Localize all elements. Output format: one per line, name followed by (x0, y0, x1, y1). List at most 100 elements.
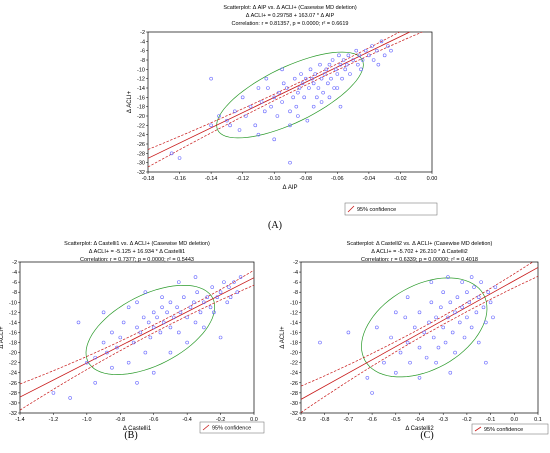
chart-a-data-point (177, 156, 182, 160)
chart-a-data-point (386, 44, 390, 48)
chart-b-data-point (195, 290, 199, 295)
chart-b-data-point (93, 380, 98, 385)
chart-c-xtick-label: 0.1 (534, 417, 542, 423)
chart-b-data-point (126, 360, 131, 365)
chart-a-data-point (315, 95, 319, 100)
chart-b-data-point (146, 320, 151, 325)
chart-b-ytick-label: -18 (9, 341, 17, 347)
chart-a-title-line-3: Correlation: r = 0.81357, p = 0.0000; r²… (232, 21, 349, 27)
chart-b-xtick-label: -1.2 (49, 417, 58, 423)
chart-a-title-line-2: Δ ACLI+ = 0.29758 + 163.07 * Δ AIP (246, 13, 335, 19)
chart-a-data-point (311, 81, 316, 86)
chart-a-data-point (209, 123, 213, 128)
chart-a-xtick-label: -0.10 (268, 176, 281, 182)
chart-b-data-point (131, 340, 136, 345)
chart-b-data-point (101, 310, 106, 315)
chart-a-data-point (237, 128, 242, 132)
chart-c-data-point (427, 320, 431, 325)
chart-a-confidence-band-lower (148, 32, 424, 168)
chart-b-data-point (135, 300, 139, 305)
chart-c-ytick-label: -22 (290, 361, 298, 367)
chart-c-data-point (375, 325, 379, 330)
chart-c-ytick-label: -6 (293, 280, 298, 286)
chart-a-data-point (360, 58, 365, 62)
chart-c-data-point (474, 310, 479, 315)
chart-c-title-line-2: Δ ACLI+ = -5.702 + 26.210 * Δ Castelli2 (371, 249, 467, 255)
chart-a-data-point (259, 100, 264, 104)
chart-a-data-point (262, 109, 267, 114)
chart-a-data-point (232, 109, 237, 114)
chart-c-xtick-label: -0.4 (415, 417, 424, 423)
chart-a-xtick-label: -0.08 (300, 176, 313, 182)
chart-a-data-point (280, 67, 284, 72)
chart-b-data-point (160, 305, 164, 310)
chart-a-data-point (294, 104, 299, 109)
chart-b-data-point (238, 275, 243, 279)
chart-b-legend-box (199, 421, 265, 434)
chart-c-data-point (486, 290, 491, 295)
chart-a-prediction-ellipse (216, 51, 364, 139)
chart-b-data-point (235, 290, 240, 295)
chart-a-data-point (319, 100, 324, 104)
chart-c-prediction-ellipse (361, 277, 488, 378)
chart-a-ytick-label: -22 (137, 123, 145, 129)
chart-b-data-point (51, 391, 56, 395)
chart-c-data-point (441, 290, 446, 295)
chart-c-ytick-label: -14 (290, 320, 298, 326)
chart-c-confidence-band-lower (301, 275, 538, 413)
chart-c-xtick-label: -0.7 (344, 417, 353, 423)
chart-b-xtick-label: -0.6 (149, 417, 158, 423)
chart-a-ytick-label: -2 (140, 30, 145, 36)
chart-b-data-point (143, 290, 148, 295)
chart-c-data-point (405, 340, 410, 345)
chart-a-data-point (341, 58, 346, 62)
chart-c-data-point (417, 375, 422, 380)
chart-c-data-point (491, 315, 495, 320)
chart-a-data-point (356, 62, 360, 67)
chart-a-data-point (288, 160, 292, 165)
chart-b-data-point (176, 330, 181, 335)
chart-c-data-point (318, 340, 322, 345)
chart-a-data-point (297, 86, 302, 90)
chart-c-ytick-label: -4 (293, 270, 298, 276)
chart-a-data-point (288, 123, 292, 128)
chart-c-data-point (439, 305, 443, 310)
chart-a-data-point (256, 86, 261, 90)
chart-b-data-point (141, 315, 146, 320)
chart-b-xtick-label: -0.2 (216, 417, 225, 423)
chart-a-data-point (311, 104, 316, 109)
chart-a-data-point (281, 81, 286, 86)
chart-b-xlabel: Δ Castelli1 (123, 426, 152, 432)
chart-a-legend-label: 95% confidence (357, 207, 396, 213)
chart-c-data-point (476, 295, 481, 300)
chart-c-data-point (476, 340, 481, 345)
chart-c-data-point (443, 340, 448, 345)
chart-a-xtick-label: -0.12 (236, 176, 249, 182)
chart-a-data-point (266, 86, 270, 90)
chart-b-data-point (118, 335, 123, 340)
chart-a-data-point (280, 100, 284, 104)
chart-b-data-point (168, 325, 173, 330)
chart-c-data-point (389, 335, 393, 340)
chart-b-regression-line (20, 277, 254, 398)
chart-c-xtick-label: -0.8 (320, 417, 329, 423)
chart-a-data-point (322, 72, 327, 76)
chart-a-confidence-band-upper (148, 32, 401, 150)
chart-a-xtick-label: 0.00 (427, 176, 438, 182)
chart-a-data-point (240, 95, 245, 100)
chart-b-xtick-label: -0.8 (116, 417, 125, 423)
chart-a-data-point (318, 62, 322, 67)
chart-c-xlabel: Δ Castelli2 (405, 426, 434, 432)
chart-a-data-point (305, 118, 310, 123)
chart-c-ytick-label: -30 (290, 401, 298, 407)
chart-c-data-point (412, 325, 417, 330)
chart-c-legend-label: 95% confidence (484, 427, 523, 433)
chart-b-data-point (85, 360, 89, 365)
chart-b-data-point (171, 315, 176, 320)
chart-a-data-point (371, 58, 376, 62)
chart-b-data-point (193, 275, 198, 279)
chart-c-xtick-label: -0.9 (296, 417, 305, 423)
chart-c-ytick-label: -2 (293, 260, 298, 266)
chart-b-ytick-label: -10 (9, 300, 17, 306)
